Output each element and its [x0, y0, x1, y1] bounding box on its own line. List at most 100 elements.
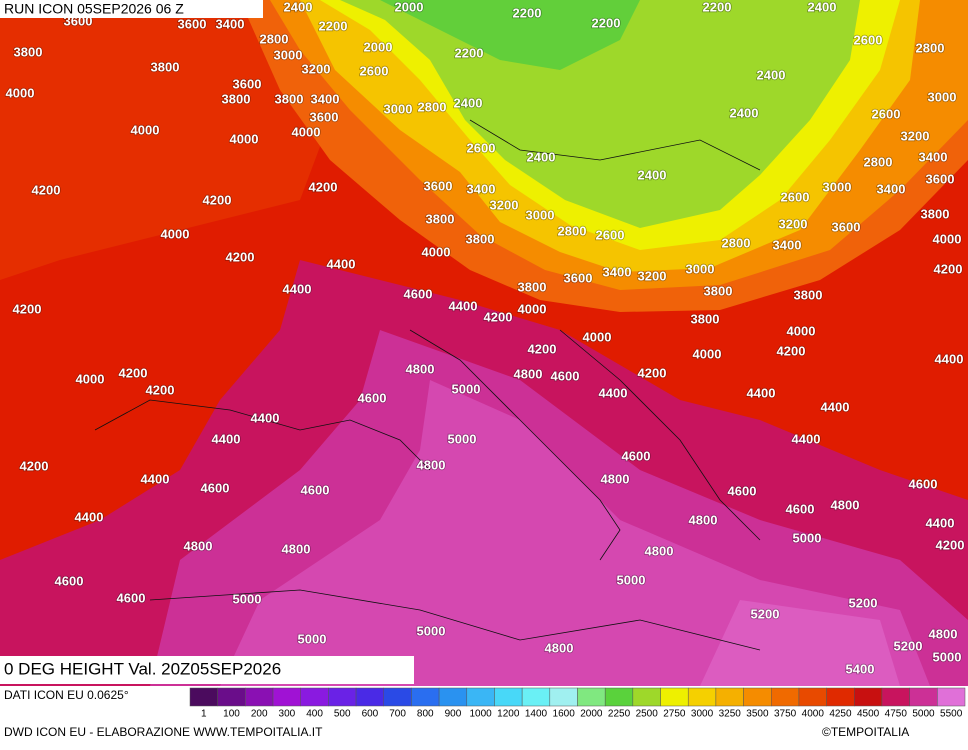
contour-label: 2800 — [418, 99, 447, 114]
contour-label: 4800 — [929, 626, 958, 641]
contour-label: 3400 — [919, 149, 948, 164]
region-2200 — [380, 0, 640, 70]
contour-label: 4400 — [935, 351, 964, 366]
contour-label: 5000 — [417, 623, 446, 638]
contour-label: 4800 — [282, 541, 311, 556]
contour-label: 2800 — [260, 31, 289, 46]
contour-label: 2800 — [722, 235, 751, 250]
legend-swatch — [577, 687, 606, 707]
contour-label: 4800 — [831, 497, 860, 512]
contour-label: 3200 — [779, 216, 808, 231]
contour-label: 4200 — [32, 182, 61, 197]
legend-label: 500 — [334, 709, 351, 720]
contour-label: 2000 — [395, 0, 424, 14]
legend-label: 5500 — [940, 709, 963, 720]
legend-label: 800 — [417, 709, 434, 720]
contour-label: 3800 — [704, 283, 733, 298]
contour-label: 4800 — [545, 640, 574, 655]
contour-label: 5000 — [793, 530, 822, 545]
contour-label: 4400 — [821, 399, 850, 414]
contour-label: 3800 — [222, 91, 251, 106]
contour-label: 2200 — [592, 15, 621, 30]
contour-label: 3400 — [877, 181, 906, 196]
contour-label: 2400 — [757, 67, 786, 82]
contour-label: 3200 — [490, 197, 519, 212]
contour-label: 4600 — [301, 482, 330, 497]
legend-swatch — [687, 687, 717, 707]
legend-label: 3500 — [746, 709, 769, 720]
contour-label: 4200 — [936, 537, 965, 552]
contour-label: 2600 — [854, 32, 883, 47]
contour-label: 3600 — [832, 219, 861, 234]
contour-label: 3800 — [151, 59, 180, 74]
contour-label: 4600 — [117, 590, 146, 605]
contour-label: 5000 — [298, 631, 327, 646]
legend-label: 1400 — [525, 709, 548, 720]
contour-label: 5000 — [933, 649, 962, 664]
contour-label: 4400 — [141, 471, 170, 486]
contour-label: 3000 — [823, 179, 852, 194]
contour-label: 5200 — [751, 606, 780, 621]
contour-label: 4400 — [747, 385, 776, 400]
contour-label: 2400 — [638, 167, 667, 182]
contour-label: 4000 — [693, 346, 722, 361]
contour-label: 4400 — [599, 385, 628, 400]
legend-label: 900 — [445, 709, 462, 720]
contour-label: 4200 — [934, 261, 963, 276]
legend-label: 200 — [251, 709, 268, 720]
legend-swatch — [328, 687, 357, 707]
legend-label: 2000 — [580, 709, 603, 720]
contour-label: 4200 — [484, 309, 513, 324]
legend-label: 600 — [362, 709, 379, 720]
contour-label: 5000 — [448, 431, 477, 446]
legend-swatch — [743, 687, 772, 707]
contour-label: 2600 — [467, 140, 496, 155]
coastline — [559, 329, 761, 541]
contour-label: 4200 — [13, 301, 42, 316]
contour-label: 3800 — [518, 279, 547, 294]
contour-label: 4200 — [226, 249, 255, 264]
contour-label: 3200 — [901, 128, 930, 143]
contour-label: 4400 — [251, 410, 280, 425]
contour-label: 4400 — [792, 431, 821, 446]
legend-swatch — [854, 687, 883, 707]
legend-swatch — [466, 687, 495, 707]
legend-label: 3250 — [719, 709, 742, 720]
legend-label: 2500 — [636, 709, 659, 720]
legend-label: 1 — [201, 709, 207, 720]
legend-swatch — [909, 687, 938, 707]
contour-label: 2600 — [872, 106, 901, 121]
contour-label: 4200 — [20, 458, 49, 473]
contour-label: 3200 — [638, 268, 667, 283]
contour-label: 2200 — [319, 18, 348, 33]
legend-label: 5000 — [912, 709, 935, 720]
contour-label: 3600 — [310, 109, 339, 124]
contour-label: 4200 — [528, 341, 557, 356]
contour-label: 3400 — [216, 16, 245, 31]
coastline — [149, 589, 761, 651]
contour-label: 3000 — [686, 261, 715, 276]
data-source: DATI ICON EU 0.0625° — [4, 688, 129, 702]
region-2400 — [340, 0, 860, 228]
contour-label: 3800 — [275, 91, 304, 106]
contour-label: 2600 — [360, 63, 389, 78]
contour-label: 2400 — [730, 105, 759, 120]
legend-label: 4750 — [885, 709, 908, 720]
legend-swatch — [189, 687, 218, 707]
legend-label: 300 — [279, 709, 296, 720]
contour-label: 2400 — [808, 0, 837, 14]
legend-swatch — [383, 687, 412, 707]
contour-label: 3000 — [274, 47, 303, 62]
contour-label: 4800 — [417, 457, 446, 472]
legend: 1 100 200 300 400 500 600 700 800 900 1000 1200 1400… — [189, 687, 966, 720]
legend-label: 1200 — [497, 709, 520, 720]
contour-label: 4200 — [119, 365, 148, 380]
contour-label: 3800 — [921, 206, 950, 221]
contour-label: 4600 — [201, 480, 230, 495]
legend-swatch — [660, 687, 689, 707]
contour-label: 3400 — [467, 181, 496, 196]
contour-label: 2800 — [916, 40, 945, 55]
contour-label: 4800 — [514, 366, 543, 381]
contour-label: 4000 — [230, 131, 259, 146]
contour-label: 4400 — [449, 298, 478, 313]
